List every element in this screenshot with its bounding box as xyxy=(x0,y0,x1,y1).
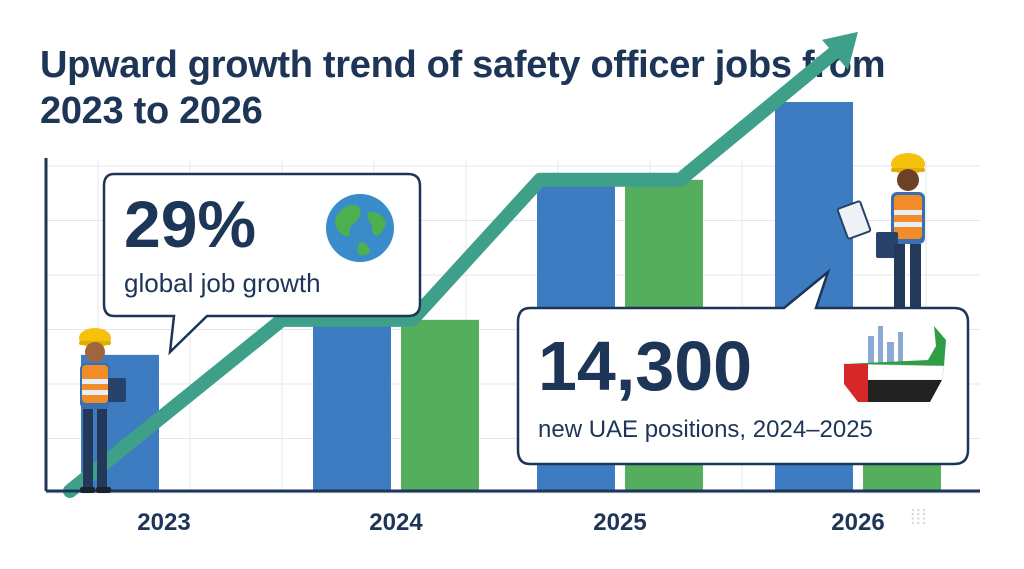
watermark-mark: ⁞⁞⁞ xyxy=(910,507,927,529)
x-tick-label: 2026 xyxy=(831,509,884,536)
bar-2024-green xyxy=(401,319,479,491)
uae-map-icon xyxy=(843,326,946,402)
x-tick-label: 2024 xyxy=(369,509,423,536)
x-tick-label: 2023 xyxy=(137,509,190,536)
axes xyxy=(44,158,980,493)
global-growth-label: global job growth xyxy=(124,268,321,298)
globe-icon xyxy=(326,194,394,262)
trend-arrowhead xyxy=(822,31,858,70)
uae-positions-label: new UAE positions, 2024–2025 xyxy=(538,416,873,443)
trend-line xyxy=(63,31,858,498)
x-tick-labels: 2023 2024 2025 2026 xyxy=(137,509,884,536)
chart-title: Upward growth trend of safety officer jo… xyxy=(40,44,886,132)
trend-line-path xyxy=(63,40,847,498)
worker-right-figure xyxy=(836,153,925,308)
callout-bubble-shape xyxy=(516,268,970,466)
bar-2024-blue xyxy=(313,319,391,491)
uae-positions-callout: 14,300 new UAE positions, 2024–2025 xyxy=(516,268,972,468)
x-tick-label: 2025 xyxy=(593,509,646,536)
global-growth-callout: 29% global job growth xyxy=(102,172,422,362)
uae-positions-number: 14,300 xyxy=(538,327,753,405)
worker-left-figure xyxy=(79,328,126,493)
global-growth-number: 29% xyxy=(124,187,257,261)
